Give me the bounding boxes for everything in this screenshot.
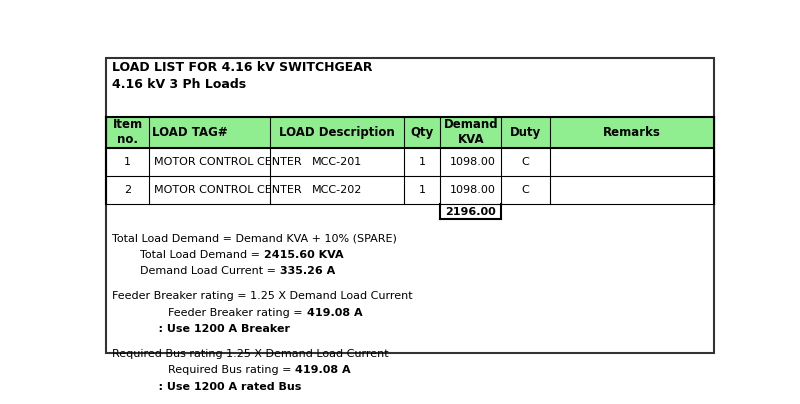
Text: Demand
KVA: Demand KVA (443, 118, 498, 147)
Text: Remarks: Remarks (603, 126, 661, 139)
Text: Demand Load Current =: Demand Load Current = (112, 266, 280, 276)
Text: Feeder Breaker rating =: Feeder Breaker rating = (112, 307, 306, 318)
Text: Item
no.: Item no. (113, 118, 142, 147)
Text: 1: 1 (124, 157, 131, 167)
Text: Qty: Qty (410, 126, 434, 139)
Text: MCC-202: MCC-202 (312, 185, 362, 195)
Text: Required Bus rating 1.25 X Demand Load Current: Required Bus rating 1.25 X Demand Load C… (112, 349, 389, 359)
Text: LOAD Description: LOAD Description (279, 126, 395, 139)
Text: Feeder Breaker rating = 1.25 X Demand Load Current: Feeder Breaker rating = 1.25 X Demand Lo… (112, 291, 413, 301)
Text: 335.26 A: 335.26 A (280, 266, 335, 276)
Text: MOTOR CONTROL CENTER: MOTOR CONTROL CENTER (154, 185, 302, 195)
Text: Total Load Demand =: Total Load Demand = (112, 250, 264, 260)
Text: MCC-201: MCC-201 (312, 157, 362, 167)
Text: 1098.00: 1098.00 (450, 185, 496, 195)
Text: 4.16 kV 3 Ph Loads: 4.16 kV 3 Ph Loads (112, 78, 246, 91)
Text: 2196.00: 2196.00 (446, 207, 496, 217)
Text: C: C (522, 185, 530, 195)
Text: Required Bus rating =: Required Bus rating = (112, 365, 295, 375)
Text: Total Load Demand = Demand KVA + 10% (SPARE): Total Load Demand = Demand KVA + 10% (SP… (112, 234, 398, 244)
Text: Duty: Duty (510, 126, 541, 139)
Bar (106, 117, 714, 148)
Text: LOAD TAG#: LOAD TAG# (152, 126, 227, 139)
Text: 1098.00: 1098.00 (450, 157, 496, 167)
Text: 1: 1 (418, 157, 426, 167)
Text: C: C (522, 157, 530, 167)
Text: 2: 2 (124, 185, 131, 195)
Text: 419.08 A: 419.08 A (295, 365, 351, 375)
Text: MOTOR CONTROL CENTER: MOTOR CONTROL CENTER (154, 157, 302, 167)
Bar (106, 176, 714, 204)
Text: LOAD LIST FOR 4.16 kV SWITCHGEAR: LOAD LIST FOR 4.16 kV SWITCHGEAR (112, 61, 373, 74)
Text: 419.08 A: 419.08 A (306, 307, 362, 318)
Bar (106, 148, 714, 176)
Text: : Use 1200 A rated Bus: : Use 1200 A rated Bus (112, 382, 302, 392)
Text: 2415.60 KVA: 2415.60 KVA (264, 250, 343, 260)
Text: 1: 1 (418, 185, 426, 195)
Text: : Use 1200 A Breaker: : Use 1200 A Breaker (112, 324, 290, 334)
